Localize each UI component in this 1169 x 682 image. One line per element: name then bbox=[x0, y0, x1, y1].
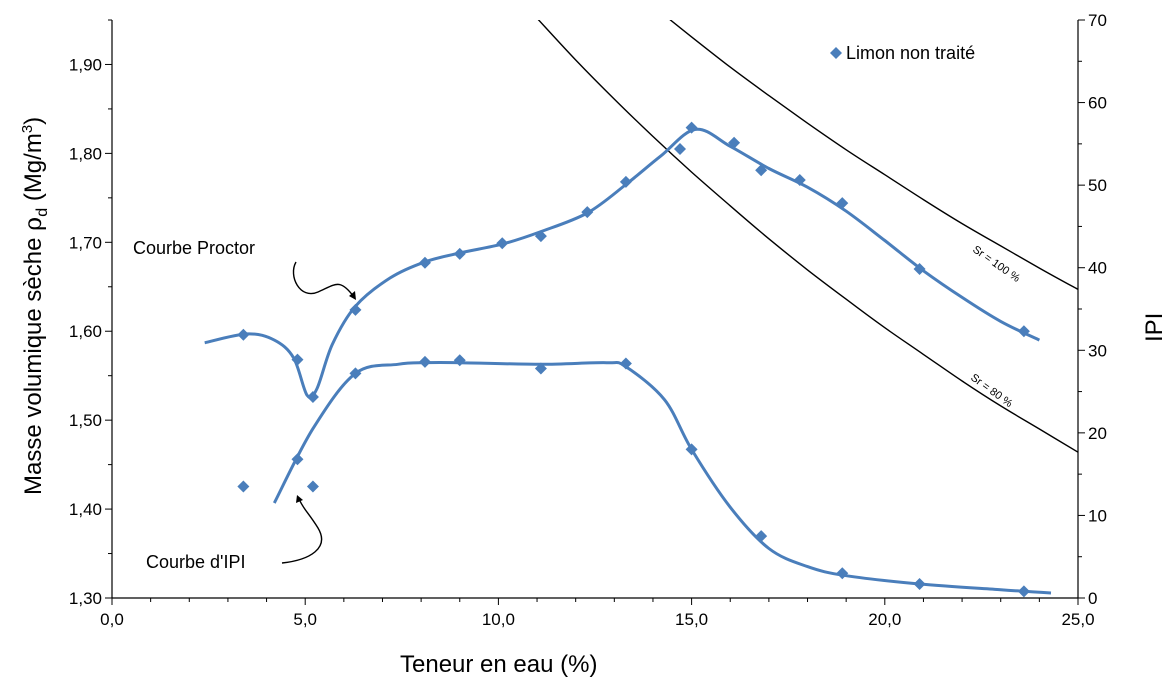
ipi-point bbox=[619, 357, 632, 370]
proctor-point bbox=[619, 175, 632, 188]
y-tick-label: 1,50 bbox=[69, 411, 102, 430]
proctor-arrow bbox=[292, 261, 355, 298]
proctor-point bbox=[674, 142, 687, 155]
legend-label: Limon non traité bbox=[846, 43, 975, 63]
proctor-point bbox=[685, 121, 698, 134]
ipi-point bbox=[1017, 585, 1030, 598]
x-tick-label: 15,0 bbox=[675, 610, 708, 629]
x-tick-label: 20,0 bbox=[868, 610, 901, 629]
proctor-point bbox=[728, 136, 741, 149]
tick-labels: 0,0 5,0 10,0 15,0 20,0 25,0 1,30 1,40 1,50 1,60 1,… bbox=[69, 11, 1107, 629]
x-tick-label: 10,0 bbox=[482, 610, 515, 629]
sr-100-line bbox=[669, 20, 1078, 291]
y-tick-label: 1,90 bbox=[69, 55, 102, 74]
ipi-point bbox=[755, 530, 768, 543]
proctor-point bbox=[913, 262, 926, 275]
y2-tick-label: 40 bbox=[1088, 259, 1107, 278]
y2-tick-label: 50 bbox=[1088, 176, 1107, 195]
ipi-point bbox=[349, 367, 362, 380]
proctor-point bbox=[453, 247, 466, 260]
x-axis-title: Teneur en eau (%) bbox=[400, 651, 597, 678]
ipi-annotation: Courbe d'IPI bbox=[146, 552, 246, 572]
axes bbox=[105, 19, 1085, 605]
y-tick-label: 1,70 bbox=[69, 233, 102, 252]
sr-100-label: Sr = 100 % bbox=[970, 244, 1022, 285]
x-tick-label: 0,0 bbox=[100, 610, 124, 629]
y-tick-label: 1,60 bbox=[69, 322, 102, 341]
y2-axis-title: IPI bbox=[1141, 313, 1168, 342]
ipi-curve bbox=[272, 360, 1052, 595]
y-tick-label: 1,30 bbox=[69, 589, 102, 608]
sr-80-line bbox=[537, 20, 1078, 453]
proctor-point bbox=[581, 206, 594, 219]
proctor-point bbox=[836, 197, 849, 210]
y2-tick-label: 30 bbox=[1088, 341, 1107, 360]
legend-marker bbox=[830, 47, 842, 59]
ipi-point bbox=[836, 567, 849, 580]
ipi-point bbox=[237, 480, 250, 493]
y-axis-title: Masse volumique sèche ρd (Mg/m3) bbox=[19, 117, 51, 495]
proctor-point bbox=[496, 237, 509, 250]
x-tick-label: 25,0 bbox=[1061, 610, 1094, 629]
x-tick-label: 5,0 bbox=[293, 610, 317, 629]
proctor-point bbox=[349, 303, 362, 316]
ipi-point bbox=[306, 480, 319, 493]
proctor-point bbox=[237, 328, 250, 341]
proctor-curve bbox=[204, 127, 1041, 400]
proctor-point bbox=[418, 256, 431, 269]
ipi-point bbox=[913, 577, 926, 590]
proctor-point bbox=[534, 230, 547, 243]
proctor-point bbox=[755, 164, 768, 177]
y2-tick-label: 20 bbox=[1088, 424, 1107, 443]
y-tick-label: 1,40 bbox=[69, 500, 102, 519]
sr-80-label: Sr = 80 % bbox=[968, 372, 1015, 410]
proctor-point bbox=[291, 353, 304, 366]
proctor-point bbox=[1017, 325, 1030, 338]
ipi-point bbox=[534, 362, 547, 375]
y-tick-label: 1,80 bbox=[69, 144, 102, 163]
proctor-arrowhead bbox=[349, 291, 356, 300]
saturation-lines bbox=[537, 20, 1078, 453]
y2-tick-label: 0 bbox=[1088, 589, 1097, 608]
legend: Limon non traité bbox=[830, 43, 975, 63]
ipi-point bbox=[685, 443, 698, 456]
plot-area bbox=[112, 20, 1078, 598]
y2-tick-label: 10 bbox=[1088, 506, 1107, 525]
ipi-point bbox=[418, 355, 431, 368]
plot-background bbox=[112, 20, 1078, 598]
data-markers bbox=[237, 121, 1030, 598]
proctor-annotation: Courbe Proctor bbox=[133, 238, 255, 258]
proctor-point bbox=[306, 391, 319, 404]
ipi-arrow bbox=[281, 498, 323, 564]
y2-tick-label: 70 bbox=[1088, 11, 1107, 30]
proctor-point bbox=[793, 174, 806, 187]
y2-tick-label: 60 bbox=[1088, 94, 1107, 113]
ipi-point bbox=[453, 354, 466, 367]
ipi-arrowhead bbox=[296, 495, 303, 503]
ipi-point bbox=[291, 453, 304, 466]
